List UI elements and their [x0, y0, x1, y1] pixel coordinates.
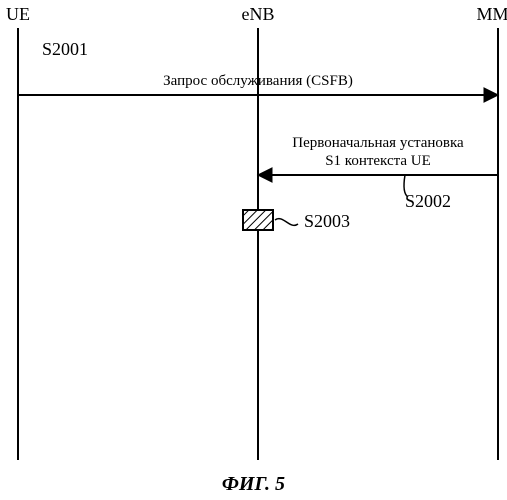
step-label-s2002: S2002: [405, 191, 451, 211]
step-label-s2001: S2001: [42, 39, 88, 59]
step-label-s2003: S2003: [304, 211, 350, 231]
message-label-s2002-1: Первоначальная установка: [292, 135, 464, 151]
lifeline-label-enb: eNB: [242, 4, 275, 24]
message-label-s2002-2: S1 контекста UE: [325, 153, 431, 169]
figure-caption: ФИГ. 5: [222, 473, 285, 495]
leader-s2003: [275, 219, 298, 226]
activation-s2003: [243, 210, 273, 230]
message-label-s2001: Запрос обслуживания (CSFB): [163, 73, 353, 89]
lifeline-label-ue: UE: [6, 4, 30, 24]
lifeline-label-mme: MME: [476, 4, 507, 24]
